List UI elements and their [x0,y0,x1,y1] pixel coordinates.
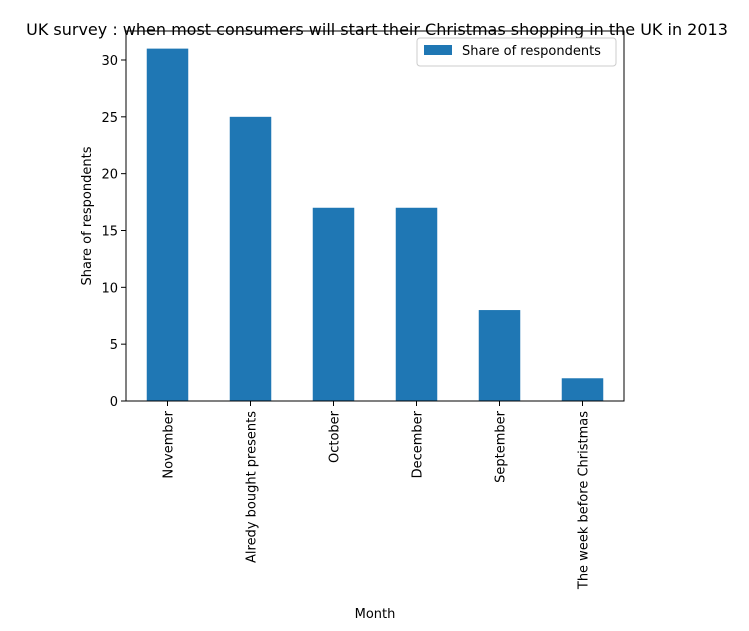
legend: Share of respondents [417,38,616,66]
y-axis: 0 5 10 15 20 25 30 [101,54,126,410]
x-tick-label: Alredy bought presents [245,411,260,563]
chart-title: UK survey : when most consumers will sta… [26,20,728,39]
y-tick-label: 15 [101,224,118,239]
bar-september [479,310,521,401]
x-axis: November Alredy bought presents October Dec… [162,401,592,590]
plot-frame [126,31,624,401]
x-axis-label: Month [355,607,396,622]
x-tick-label: December [411,410,426,478]
y-tick-label: 25 [101,111,118,126]
y-tick-label: 0 [110,395,118,410]
bar-october [313,208,355,401]
y-axis-label: Share of respondents [80,146,95,285]
y-tick-label: 20 [101,168,118,183]
y-tick-label: 10 [101,281,118,296]
bar-november [147,49,189,401]
x-tick-label: November [162,410,177,478]
y-tick-label: 30 [101,54,118,69]
legend-label: Share of respondents [462,44,601,59]
y-tick-label: 5 [110,338,118,353]
bar-alredy-bought-presents [230,117,272,401]
x-tick-label: September [494,410,509,483]
bars-group [147,49,604,401]
bar-the-week-before-christmas [562,378,604,401]
x-tick-label: October [328,410,343,463]
x-tick-label: The week before Christmas [577,411,592,590]
bar-december [396,208,438,401]
legend-swatch [424,45,452,55]
